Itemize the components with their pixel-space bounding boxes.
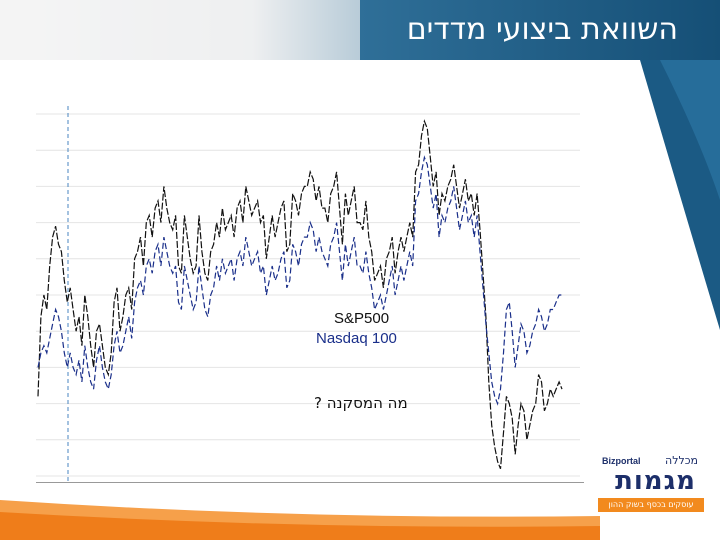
series-line-sp500	[37, 119, 563, 470]
logo-college: מכללה	[665, 454, 698, 467]
legend-entry-nasdaq100: Nasdaq 100	[316, 330, 397, 347]
question-text: מה המסקנה ?	[314, 394, 408, 412]
slide-title: השוואת ביצועי מדדים	[406, 12, 678, 47]
chart-bottom-axis	[36, 482, 584, 483]
logo-brand: Bizportal	[602, 456, 641, 466]
chart-area	[36, 106, 584, 483]
logo-tagline: עוסקים בכסף בשוק ההון	[598, 498, 704, 512]
logo: Bizportal מכללה מגמות עוסקים בכסף בשוק ה…	[598, 454, 704, 514]
header-banner	[0, 0, 720, 60]
footer-wave	[0, 500, 600, 540]
legend-entry-sp500: S&P500	[334, 310, 390, 327]
chart-grid	[36, 113, 580, 477]
logo-name: מגמות	[615, 466, 696, 496]
series-line-nasdaq100	[37, 155, 562, 406]
